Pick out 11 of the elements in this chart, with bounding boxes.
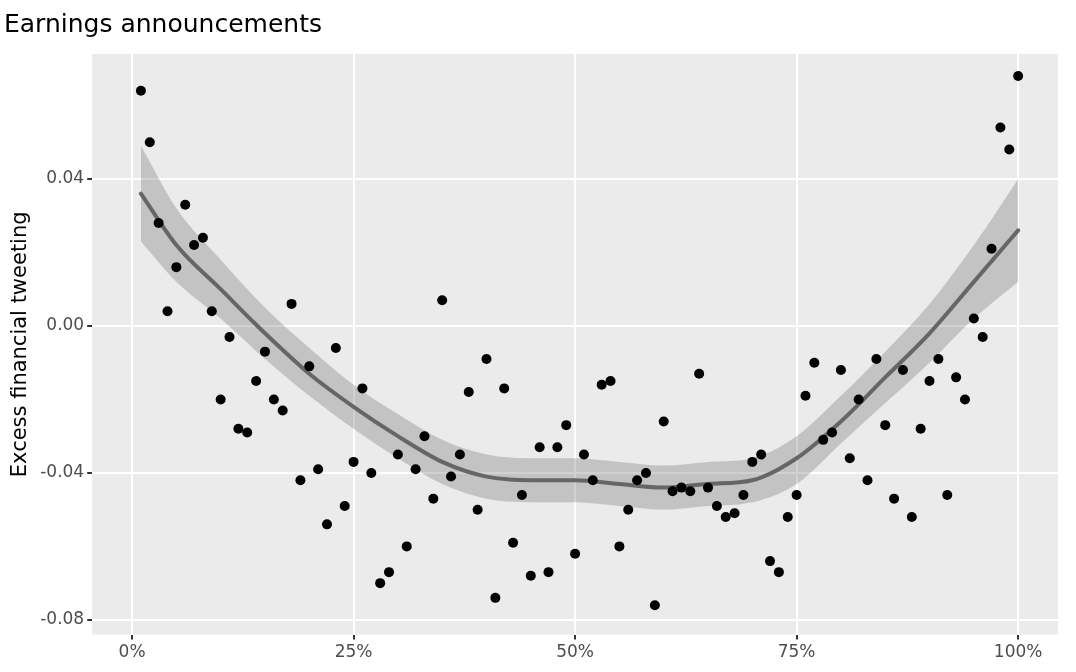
y-tick-label: -0.04 [40, 461, 85, 482]
x-tick-label: 50% [556, 641, 594, 662]
y-tick-label: 0.00 [46, 314, 85, 335]
y-tick-label: 0.04 [46, 167, 85, 188]
y-axis-title: Excess financial tweeting [7, 211, 32, 478]
y-tick-label: -0.08 [40, 608, 85, 629]
x-tick-label: 75% [777, 641, 816, 662]
x-tick-label: 0% [118, 641, 146, 662]
x-tick-label: 100% [993, 641, 1043, 662]
x-tick-label: 25% [334, 641, 373, 662]
chart-title: Earnings announcements [4, 8, 322, 38]
